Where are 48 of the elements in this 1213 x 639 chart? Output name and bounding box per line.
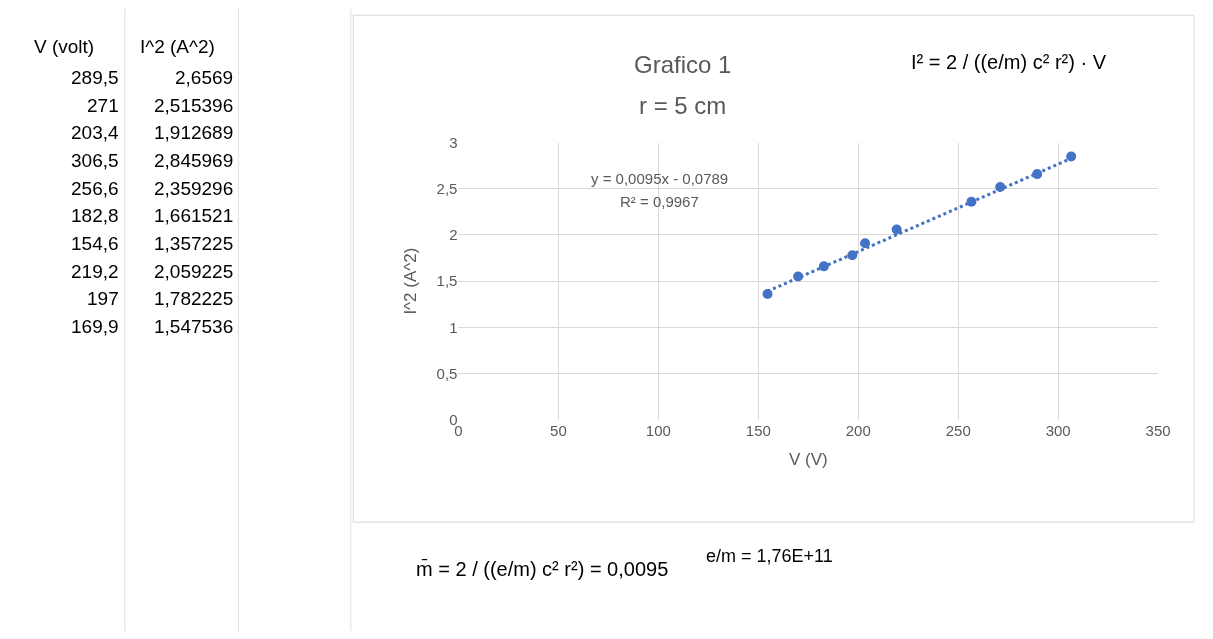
text: 169,9 — [71, 316, 119, 337]
chart-subtitle: r = 5 cm — [639, 92, 727, 119]
annotation: R² = 0,9967 — [620, 193, 699, 210]
text: I^2 (A^2) — [140, 36, 215, 57]
y-tick-label: 1,5 — [436, 272, 458, 290]
x-axis-title: V (V) — [788, 449, 828, 469]
text: 2,359296 — [154, 178, 234, 199]
text: 2,845969 — [154, 150, 234, 171]
text: 289,5 — [71, 67, 119, 88]
text: 306,5 — [71, 150, 119, 171]
text: 203,4 — [71, 122, 119, 143]
annotation: y = 0,0095x - 0,0789 — [591, 170, 729, 187]
text: 197 — [87, 288, 119, 309]
text: m̄ = 2 / ((e/m) c² r²) = 0,0095 — [416, 558, 669, 581]
x-tick-label: 150 — [745, 421, 771, 439]
x-tick-label: 50 — [550, 421, 567, 439]
point — [860, 238, 871, 249]
text: 1,912689 — [154, 122, 234, 143]
text: 154,6 — [71, 233, 119, 254]
text: 1,357225 — [154, 233, 234, 254]
text: V (volt) — [34, 36, 95, 57]
x-tick-label: 350 — [1145, 421, 1171, 439]
point — [762, 289, 773, 300]
x-tick-label: 100 — [645, 421, 671, 439]
text: 1,661521 — [154, 205, 234, 226]
text: 182,8 — [71, 205, 119, 226]
chart-title: Grafico 1 — [634, 51, 732, 78]
point — [1066, 151, 1077, 162]
text: 1,782225 — [154, 288, 234, 309]
text: 1,547536 — [154, 316, 234, 337]
y-tick-label: 1 — [449, 318, 458, 336]
text: 271 — [87, 95, 119, 116]
x-tick-label: 200 — [845, 421, 871, 439]
text: 219,2 — [71, 261, 119, 282]
x-tick-label: 250 — [945, 421, 971, 439]
text: e/m = 1,76E+11 — [706, 546, 833, 566]
text: 2,6569 — [175, 67, 234, 88]
y-tick-label: 2,5 — [436, 180, 458, 198]
text: 256,6 — [71, 178, 119, 199]
y-tick-label: 3 — [449, 133, 458, 151]
text: I² = 2 / ((e/m) c² r²) · V — [911, 51, 1107, 73]
text: 2,059225 — [154, 261, 234, 282]
y-axis-title: I^2 (A^2) — [401, 247, 421, 315]
x-tick-label: 300 — [1045, 421, 1071, 439]
point — [891, 224, 902, 235]
y-tick-label: 0,5 — [436, 364, 458, 382]
y-tick-label: 2 — [449, 226, 458, 244]
text: 2,515396 — [154, 95, 234, 116]
